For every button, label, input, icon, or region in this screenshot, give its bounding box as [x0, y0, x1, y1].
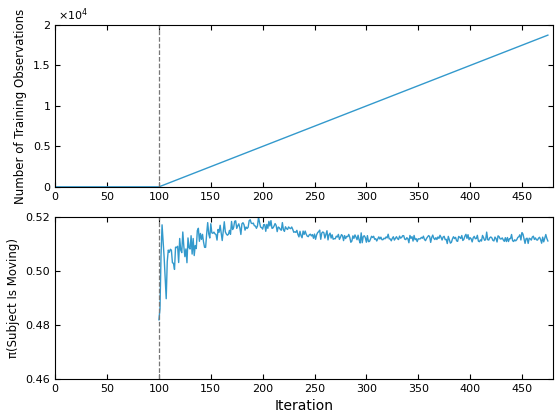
X-axis label: Iteration: Iteration: [274, 399, 334, 413]
Y-axis label: Number of Training Observations: Number of Training Observations: [14, 8, 27, 204]
Y-axis label: π(Subject Is Moving): π(Subject Is Moving): [7, 238, 20, 358]
Text: $\times10^4$: $\times10^4$: [58, 7, 88, 24]
